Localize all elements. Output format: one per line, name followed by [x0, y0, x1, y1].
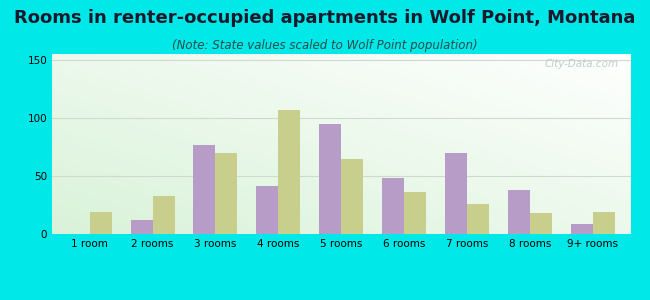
Bar [90, 212, 112, 234]
Bar [508, 190, 530, 234]
Bar [194, 145, 216, 234]
Bar [278, 110, 300, 234]
Bar [445, 153, 467, 234]
Bar [467, 204, 489, 234]
Bar [216, 153, 237, 234]
Bar [153, 196, 175, 234]
Legend: Wolf Point, Montana: Wolf Point, Montana [239, 298, 444, 300]
Bar [341, 158, 363, 234]
Bar [319, 124, 341, 234]
Bar [571, 224, 593, 234]
Bar [256, 186, 278, 234]
Bar [382, 178, 404, 234]
Text: (Note: State values scaled to Wolf Point population): (Note: State values scaled to Wolf Point… [172, 39, 478, 52]
Bar [530, 213, 552, 234]
Bar [404, 192, 426, 234]
Bar [593, 212, 615, 234]
Text: Rooms in renter-occupied apartments in Wolf Point, Montana: Rooms in renter-occupied apartments in W… [14, 9, 636, 27]
Bar [131, 220, 153, 234]
Text: City-Data.com: City-Data.com [545, 59, 619, 69]
